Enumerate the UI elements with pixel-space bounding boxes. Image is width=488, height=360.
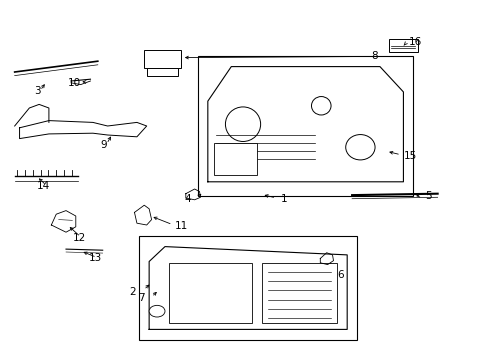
Bar bbox=[262, 263, 337, 323]
Text: 5: 5 bbox=[425, 191, 431, 201]
Bar bbox=[198, 56, 412, 196]
Ellipse shape bbox=[225, 107, 260, 141]
Text: 11: 11 bbox=[175, 221, 188, 231]
Circle shape bbox=[149, 305, 164, 317]
Text: 6: 6 bbox=[337, 270, 344, 280]
Bar bbox=[213, 143, 256, 175]
Bar bbox=[139, 236, 356, 340]
Text: 10: 10 bbox=[67, 78, 81, 88]
Text: 16: 16 bbox=[407, 37, 421, 48]
Polygon shape bbox=[51, 211, 76, 232]
Bar bbox=[144, 50, 181, 68]
Text: 7: 7 bbox=[137, 293, 144, 303]
Ellipse shape bbox=[311, 96, 330, 115]
Text: 14: 14 bbox=[37, 181, 50, 192]
Bar bbox=[388, 39, 417, 52]
Text: 12: 12 bbox=[72, 233, 85, 243]
Text: 8: 8 bbox=[371, 51, 378, 61]
Text: 13: 13 bbox=[89, 253, 102, 264]
Text: 4: 4 bbox=[183, 194, 190, 204]
Text: 15: 15 bbox=[403, 150, 416, 161]
Text: 1: 1 bbox=[281, 194, 287, 204]
Ellipse shape bbox=[345, 135, 374, 160]
Bar bbox=[146, 68, 178, 76]
Bar bbox=[169, 263, 252, 323]
Text: 9: 9 bbox=[100, 140, 107, 150]
Text: 2: 2 bbox=[129, 287, 136, 297]
Text: 3: 3 bbox=[34, 86, 41, 96]
Polygon shape bbox=[134, 205, 151, 225]
